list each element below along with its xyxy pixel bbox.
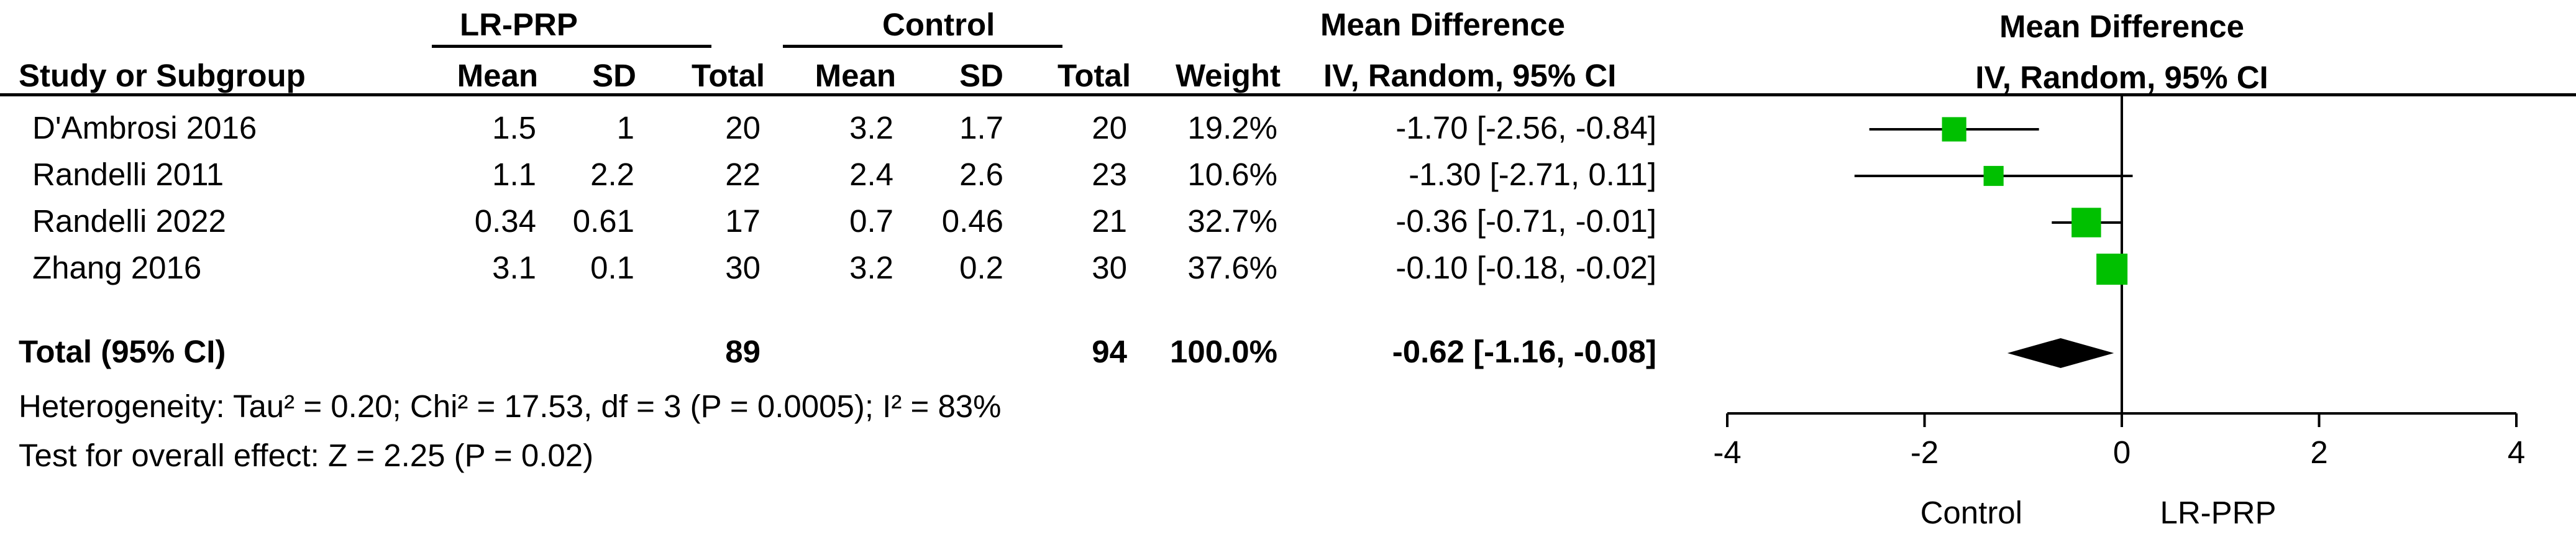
group2-header: Control — [882, 7, 995, 42]
total-label: Total (95% CI) — [19, 334, 226, 369]
total1-value: 20 — [725, 110, 760, 145]
weight-value: 32.7% — [1187, 203, 1277, 239]
x-tick-label: 0 — [2113, 435, 2131, 470]
mean1-value: 0.34 — [474, 203, 536, 239]
weight-value: 37.6% — [1187, 250, 1277, 285]
mean2-value: 2.4 — [849, 157, 893, 192]
study-column-header: Study or Subgroup — [19, 58, 306, 93]
header-rule — [0, 93, 2576, 96]
group1-header: LR-PRP — [460, 7, 578, 42]
effect-square — [1983, 165, 2004, 186]
overall-effect-text: Test for overall effect: Z = 2.25 (P = 0… — [19, 438, 594, 473]
pooled-diamond — [2007, 338, 2114, 368]
ci-value: -0.10 [-0.18, -0.02] — [1395, 250, 1656, 285]
study-name: Randelli 2011 — [32, 157, 224, 192]
total2-value: 23 — [1092, 157, 1127, 192]
mean2-value: 0.7 — [849, 203, 893, 239]
total2-value: 30 — [1092, 250, 1127, 285]
weight-column-header: Weight — [1175, 58, 1281, 93]
mean2-value: 3.2 — [849, 250, 893, 285]
total1-value: 22 — [725, 157, 760, 192]
total-weight: 100.0% — [1170, 334, 1277, 369]
total-ci: -0.62 [-1.16, -0.08] — [1392, 334, 1656, 369]
ci-value: -1.70 [-2.56, -0.84] — [1395, 110, 1656, 145]
mean1-value: 1.1 — [492, 157, 536, 192]
favours-right-label: LR-PRP — [2160, 495, 2276, 530]
total2-column-header: Total — [1057, 58, 1131, 93]
sd1-value: 2.2 — [590, 157, 634, 192]
group2-rule — [783, 45, 1062, 48]
mean2-value: 3.2 — [849, 110, 893, 145]
weight-value: 10.6% — [1187, 157, 1277, 192]
sd1-value: 0.1 — [590, 250, 634, 285]
mean1-column-header: Mean — [457, 58, 538, 93]
total1-column-header: Total — [691, 58, 765, 93]
heterogeneity-text: Heterogeneity: Tau² = 0.20; Chi² = 17.53… — [19, 389, 1002, 424]
method-table-header: IV, Random, 95% CI — [1323, 58, 1617, 93]
total2-sum: 94 — [1092, 334, 1127, 369]
favours-left-label: Control — [1921, 495, 2022, 530]
sd1-value: 0.61 — [572, 203, 634, 239]
sd2-value: 0.46 — [941, 203, 1003, 239]
effect-square — [1942, 117, 1966, 142]
total1-value: 17 — [725, 203, 760, 239]
ci-value: -1.30 [-2.71, 0.11] — [1409, 157, 1656, 192]
x-tick-label: -2 — [1911, 435, 1939, 470]
x-tick-label: 4 — [2508, 435, 2525, 470]
study-name: Zhang 2016 — [32, 250, 202, 285]
study-name: Randelli 2022 — [32, 203, 226, 239]
study-name: D'Ambrosi 2016 — [32, 110, 257, 145]
effect-square — [2096, 253, 2128, 285]
method-plot-header: IV, Random, 95% CI — [1975, 60, 2268, 95]
weight-value: 19.2% — [1187, 110, 1277, 145]
mean-difference-plot-header: Mean Difference — [1999, 9, 2244, 44]
sd2-value: 0.2 — [959, 250, 1003, 285]
effect-square — [2071, 208, 2101, 237]
mean-difference-table-header: Mean Difference — [1320, 7, 1565, 42]
group1-rule — [432, 45, 711, 48]
x-tick-label: 2 — [2310, 435, 2327, 470]
mean1-value: 3.1 — [492, 250, 536, 285]
mean1-value: 1.5 — [492, 110, 536, 145]
sd1-column-header: SD — [592, 58, 636, 93]
mean2-column-header: Mean — [815, 58, 896, 93]
sd2-column-header: SD — [959, 58, 1003, 93]
total2-value: 21 — [1092, 203, 1127, 239]
total1-value: 30 — [725, 250, 760, 285]
sd2-value: 2.6 — [959, 157, 1003, 192]
ci-value: -0.36 [-0.71, -0.01] — [1395, 203, 1656, 239]
sd2-value: 1.7 — [959, 110, 1003, 145]
sd1-value: 1 — [616, 110, 634, 145]
total2-value: 20 — [1092, 110, 1127, 145]
x-tick-label: -4 — [1713, 435, 1741, 470]
total1-sum: 89 — [725, 334, 760, 369]
